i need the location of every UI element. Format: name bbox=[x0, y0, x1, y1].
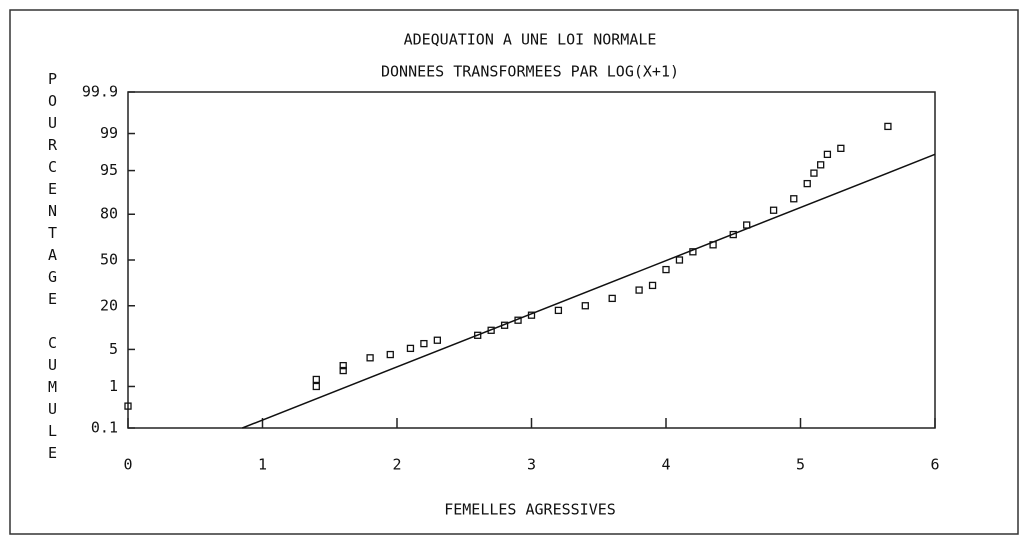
fit-line bbox=[242, 153, 936, 429]
data-point bbox=[769, 206, 778, 214]
data-point bbox=[366, 354, 374, 362]
data-point bbox=[433, 336, 442, 344]
data-point bbox=[474, 331, 482, 339]
x-tick-label: 1 bbox=[258, 456, 267, 474]
data-point bbox=[312, 375, 320, 384]
y-tick-label: 80 bbox=[100, 205, 118, 223]
data-point bbox=[803, 179, 811, 188]
data-point bbox=[884, 122, 892, 131]
data-point bbox=[635, 286, 643, 294]
y-tick-label: 50 bbox=[100, 251, 118, 269]
chart-subtitle: DONNEES TRANSFORMEES PAR LOG(X+1) bbox=[381, 63, 679, 81]
data-point bbox=[823, 150, 832, 159]
data-point bbox=[124, 402, 132, 410]
data-point bbox=[339, 366, 347, 375]
y-tick-label: 99.9 bbox=[82, 83, 118, 101]
x-tick-label: 4 bbox=[661, 456, 670, 474]
data-point bbox=[817, 161, 825, 169]
data-point bbox=[386, 350, 394, 359]
data-point bbox=[810, 169, 818, 177]
x-tick-label: 0 bbox=[123, 456, 132, 474]
x-tick-label: 6 bbox=[930, 456, 939, 474]
y-axis-label: POURCENTAGE CUMULE bbox=[44, 70, 62, 466]
y-tick-label: 20 bbox=[100, 296, 118, 314]
x-tick-label: 3 bbox=[527, 456, 536, 474]
x-tick-label: 5 bbox=[796, 456, 805, 474]
y-tick-label: 1 bbox=[109, 377, 118, 395]
data-point bbox=[339, 361, 347, 370]
data-point bbox=[662, 265, 670, 274]
data-point bbox=[406, 344, 415, 353]
data-point bbox=[837, 144, 845, 152]
outer-frame bbox=[9, 9, 1019, 535]
y-tick-label: 0.1 bbox=[91, 419, 118, 437]
x-tick-label: 2 bbox=[392, 456, 401, 474]
data-point bbox=[554, 306, 563, 315]
data-point bbox=[608, 294, 616, 303]
data-point bbox=[420, 339, 428, 348]
data-point bbox=[790, 195, 798, 203]
plot-frame bbox=[127, 91, 936, 429]
y-tick-label: 99 bbox=[100, 124, 118, 142]
y-tick-label: 5 bbox=[109, 340, 118, 358]
chart-title: ADEQUATION A UNE LOI NORMALE bbox=[404, 31, 657, 49]
data-point bbox=[312, 382, 320, 391]
y-tick-label: 95 bbox=[100, 161, 118, 179]
x-axis-label: FEMELLES AGRESSIVES bbox=[444, 501, 616, 519]
data-point bbox=[648, 281, 657, 290]
data-point bbox=[675, 256, 684, 264]
data-point bbox=[581, 302, 589, 310]
